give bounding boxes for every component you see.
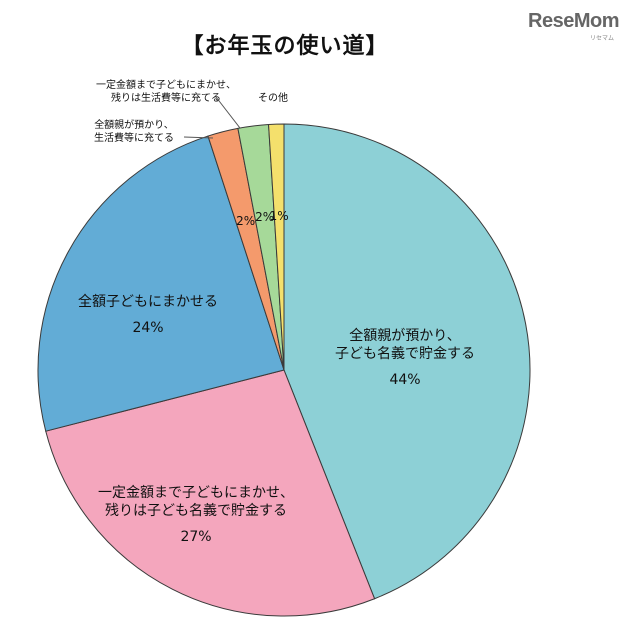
resemom-logo-sub: リセマム xyxy=(590,35,615,42)
slice-value-label-6: 1% xyxy=(270,209,289,223)
pie-slice-2 xyxy=(45,369,376,617)
pie-slice-3 xyxy=(37,135,285,432)
chart-title: 【お年玉の使い道】 xyxy=(181,34,389,59)
pie-slice-6 xyxy=(268,123,285,371)
slice-label-2: 一定金額まで子どもにまかせ、残りは子ども名義で貯金する 27% xyxy=(98,485,294,545)
leader-line-5 xyxy=(215,96,241,129)
slice-label-6: その他 xyxy=(258,91,288,104)
slice-label-4: 全額親が預かり、生活費等に充てる xyxy=(94,118,174,144)
leader-line-4 xyxy=(183,136,214,139)
slice-label-1: 全額親が預かり、子ども名義で貯金する 44% xyxy=(335,327,475,388)
resemom-logo: ReseMom xyxy=(528,10,619,32)
slice-value-label-4: 2% xyxy=(236,214,255,228)
slice-label-3: 全額子どもにまかせる 24% xyxy=(78,293,218,336)
slice-value-label-5: 2% xyxy=(255,210,274,224)
slice-label-5: 一定金額まで子どもにまかせ、残りは生活費等に充てる xyxy=(96,78,236,104)
pie-slice-1 xyxy=(283,123,531,600)
